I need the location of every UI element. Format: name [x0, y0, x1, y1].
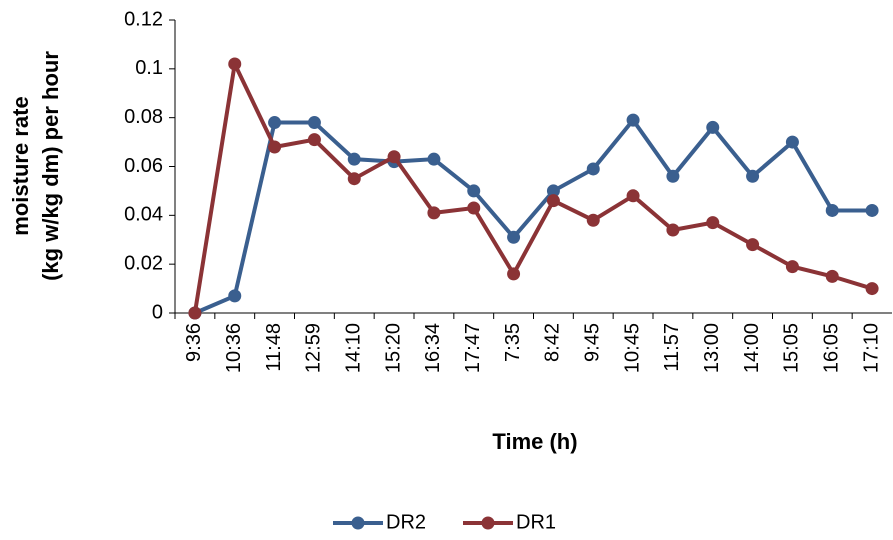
data-point — [228, 57, 242, 71]
x-tick-label: 10:45 — [621, 323, 643, 373]
series-line — [192, 57, 873, 314]
x-tick-label: 15:05 — [781, 323, 803, 373]
x-tick-label: 9:45 — [582, 323, 604, 362]
y-tick-label: 0.08 — [124, 106, 163, 128]
y-tick-label: 0.1 — [135, 57, 163, 79]
data-point — [427, 152, 441, 166]
data-point — [228, 289, 242, 303]
x-tick-label: 14:00 — [741, 323, 763, 373]
data-point — [268, 140, 282, 154]
x-tick-label: 7:35 — [502, 323, 524, 362]
data-point — [546, 184, 560, 198]
data-point — [626, 189, 640, 203]
data-point — [307, 133, 321, 147]
data-point — [825, 203, 839, 217]
data-point — [666, 169, 680, 183]
data-point — [586, 162, 600, 176]
x-tick-label: 14:10 — [343, 323, 365, 373]
data-point — [865, 203, 879, 217]
data-point — [825, 269, 839, 283]
data-point — [706, 120, 720, 134]
y-tick-label: 0.04 — [124, 204, 163, 226]
data-point — [746, 169, 760, 183]
data-point — [865, 282, 879, 296]
legend-label: DR1 — [516, 511, 556, 533]
x-tick-label: 15:20 — [382, 323, 404, 373]
series-line — [194, 116, 873, 315]
x-tick-label: 16:05 — [821, 323, 843, 373]
x-tick-label: 17:10 — [860, 323, 882, 373]
data-point — [666, 223, 680, 237]
data-point — [467, 184, 481, 198]
legend-marker — [351, 516, 365, 530]
legend-marker — [481, 516, 495, 530]
x-tick-label: 8:42 — [542, 323, 564, 362]
y-tick-label: 0 — [152, 301, 163, 323]
data-point — [507, 267, 521, 281]
x-tick-label: 13:00 — [701, 323, 723, 373]
data-point — [347, 152, 361, 166]
x-tick-label: 11:57 — [661, 323, 683, 372]
x-tick-label: 9:36 — [183, 323, 205, 362]
data-point — [746, 238, 760, 252]
data-point — [188, 306, 202, 320]
y-tick-label: 0.12 — [124, 8, 163, 30]
data-point — [427, 206, 441, 220]
legend-label: DR2 — [386, 511, 426, 533]
data-point — [785, 260, 799, 274]
y-axis-title: (kg w/kg dm) per hour — [38, 51, 63, 281]
y-tick-label: 0.02 — [124, 252, 163, 274]
x-axis-title: Time (h) — [492, 429, 577, 454]
x-tick-label: 12:59 — [303, 323, 325, 373]
data-point — [546, 194, 560, 208]
data-point — [467, 201, 481, 215]
y-axis-title: moisture rate — [8, 96, 33, 235]
data-point — [268, 116, 282, 130]
data-point — [387, 150, 401, 164]
x-tick-label: 10:36 — [223, 323, 245, 373]
data-point — [785, 135, 799, 149]
x-tick-label: 17:47 — [462, 323, 484, 373]
data-point — [347, 172, 361, 186]
data-point — [706, 216, 720, 230]
data-point — [586, 213, 600, 227]
x-tick-label: 11:48 — [263, 323, 285, 372]
y-tick-label: 0.06 — [124, 155, 163, 177]
data-point — [626, 113, 640, 127]
data-point — [507, 230, 521, 244]
x-tick-label: 16:34 — [422, 323, 444, 373]
data-point — [307, 116, 321, 130]
